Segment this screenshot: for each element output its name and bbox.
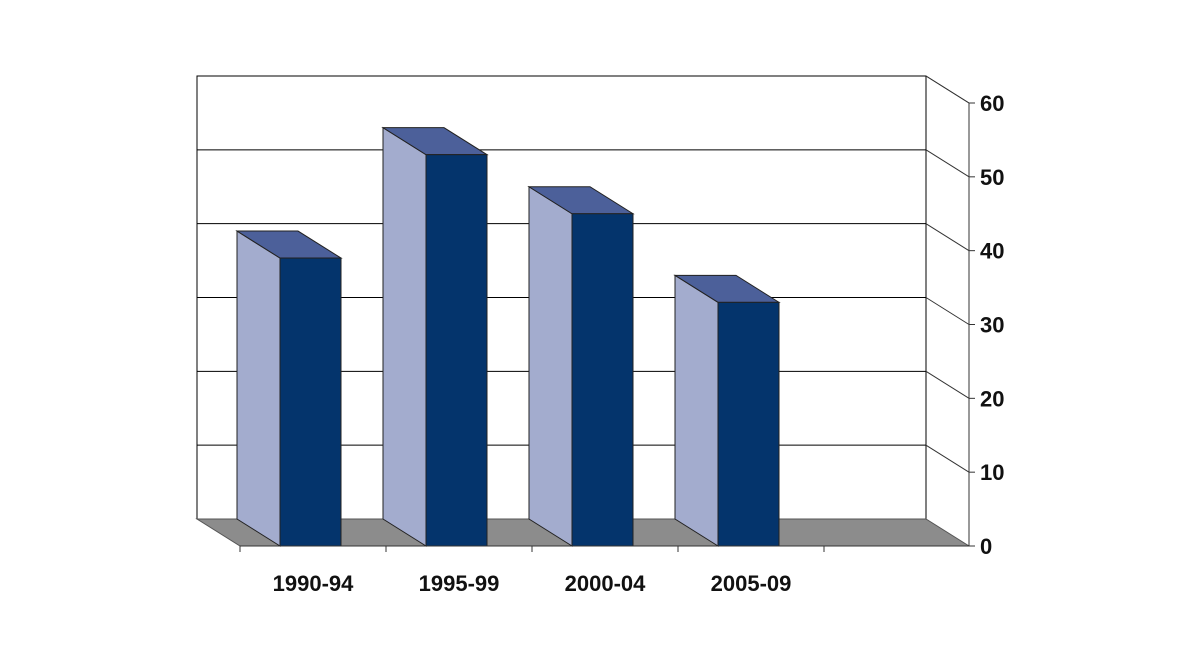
x-tick-label: 1995-99 — [419, 571, 500, 596]
y-axis: 0 10 20 30 40 50 60 — [968, 91, 1004, 559]
y-tick-label: 60 — [980, 91, 1004, 116]
y-tick-label: 10 — [980, 460, 1004, 485]
bar-side — [236, 230, 281, 547]
side-gridline — [925, 444, 970, 473]
bar-side — [674, 274, 719, 547]
bars — [235, 126, 781, 547]
y-tick-label: 0 — [980, 534, 992, 559]
y-tick-label: 50 — [980, 165, 1004, 190]
bar — [717, 301, 780, 547]
bar-side — [382, 126, 427, 547]
x-tick-label: 1990-94 — [273, 571, 355, 596]
side-gridline — [925, 223, 970, 252]
x-axis-labels: 1990-94 1995-99 2000-04 2005-09 — [239, 545, 969, 596]
side-gridline — [925, 370, 970, 399]
bar — [279, 257, 342, 547]
side-gridline — [925, 297, 970, 325]
x-tick-label: 2005-09 — [711, 571, 792, 596]
y-tick-label: 30 — [980, 313, 1004, 338]
side-gridline — [925, 149, 970, 178]
x-tick-label: 2000-04 — [565, 571, 647, 596]
bar — [571, 213, 634, 547]
side-gridline — [925, 75, 970, 104]
y-tick-label: 20 — [980, 386, 1004, 411]
y-tick-label: 40 — [980, 239, 1004, 264]
bar — [425, 154, 488, 547]
bar-side — [528, 185, 573, 547]
